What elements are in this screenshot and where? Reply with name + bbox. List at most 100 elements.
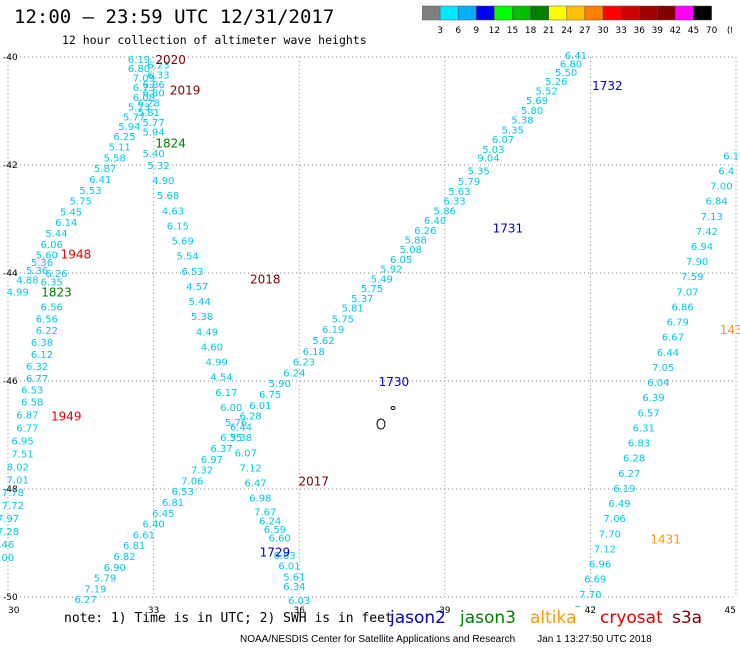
wave-height-value: 5.90	[269, 379, 291, 390]
color-scale-swatch	[439, 5, 459, 21]
wave-height-value: 6.82	[113, 552, 135, 563]
wave-height-value: 6.75	[259, 390, 281, 401]
wave-height-value: 5.60	[36, 251, 58, 262]
wave-height-value: 6.87	[16, 410, 38, 421]
wave-height-value: 6.40	[424, 216, 446, 227]
color-scale-label: 36	[633, 26, 645, 36]
wave-height-value: 6.61	[133, 530, 155, 541]
wave-height-value: 5.61	[283, 572, 305, 583]
footer: NOAA/NESDIS Center for Satellite Applica…	[240, 634, 652, 645]
wave-height-value: 5.08	[400, 245, 422, 256]
wave-height-value: 7.06	[604, 514, 626, 525]
wave-height-value: 4.54	[210, 373, 232, 384]
color-scale-swatch	[693, 5, 712, 21]
wave-height-value: 7.72	[2, 501, 24, 512]
wave-height-value: 6.22	[36, 326, 58, 337]
wave-height-value: 6.41	[565, 51, 587, 62]
wave-height-value: 6.58	[21, 398, 43, 409]
legend-cryosat: cryosat	[600, 608, 663, 628]
pass-time-label: 2019	[170, 83, 201, 97]
x-tick-label: 33	[148, 606, 159, 616]
color-scale-swatch	[476, 5, 495, 21]
wave-height-value: 6.00	[0, 553, 14, 564]
wave-height-value: 5.79	[458, 177, 480, 188]
wave-height-value: 6.53	[172, 487, 194, 498]
wave-height-value: 6.69	[584, 575, 606, 586]
wave-height-value: 6.47	[244, 479, 266, 490]
wave-height-value: 6.34	[283, 582, 305, 593]
wave-height-value: 5.69	[526, 96, 548, 107]
wave-height-value: 6.24	[283, 368, 305, 379]
x-tick-label: 42	[585, 606, 596, 616]
x-tick-label: 30	[8, 606, 20, 616]
wave-height-value: 6.84	[705, 197, 727, 208]
wave-height-value: 4.88	[16, 275, 38, 286]
wave-height-value: 7.78	[2, 488, 24, 499]
pass-time-label: 143	[720, 323, 740, 337]
wave-height-value: 6.80	[128, 64, 150, 75]
wave-height-value: 6.23	[147, 61, 169, 72]
wave-height-value: 5.49	[371, 274, 393, 285]
wave-height-value: 5.45	[60, 207, 82, 218]
pass-time-label: 1824	[155, 136, 186, 150]
wave-height-value: 5.77	[142, 118, 164, 129]
footer-timestamp: Jan 1 13:27:50 UTC 2018	[537, 634, 652, 645]
wave-height-value: 5.53	[79, 186, 101, 197]
wave-height-value: 6.04	[647, 378, 669, 389]
wave-height-value: 5.75	[332, 314, 354, 325]
wave-height-value: 6.41	[89, 175, 111, 186]
chart-subtitle: 12 hour collection of altimeter wave hei…	[62, 33, 367, 47]
wave-height-value: 6.00	[220, 403, 242, 414]
wave-height-value: 6.1	[723, 151, 739, 162]
x-tick-label: 45	[725, 606, 736, 616]
wave-height-value: 6.56	[41, 302, 63, 313]
wave-height-value: 6.45	[152, 509, 174, 520]
wave-height-value: 5.94	[118, 122, 140, 133]
wave-height-value: 6.81	[123, 541, 145, 552]
pass-time-label: 1948	[61, 248, 92, 262]
wave-height-value: 5.79	[94, 574, 116, 585]
wave-height-value: 4.57	[186, 282, 208, 293]
wave-height-value: 6.27	[75, 595, 97, 606]
wave-height-value: 5.62	[312, 336, 334, 347]
wave-height-value: 6.07	[65, 606, 87, 617]
wave-height-value: 6.32	[26, 362, 48, 373]
wave-height-value: 5.80	[521, 106, 543, 117]
wave-height-value: 6.86	[142, 80, 164, 91]
wave-height-value: 6.14	[55, 218, 77, 229]
wave-height-value: 5.40	[142, 149, 164, 160]
wave-height-value: 6.03	[288, 596, 310, 607]
wave-height-value: 7.97	[0, 514, 19, 525]
wave-height-value: 6.57	[638, 408, 660, 419]
wave-height-value: 6.26	[414, 226, 436, 237]
wave-height-value: 5.26	[545, 77, 567, 88]
wave-height-value: 5.81	[341, 304, 363, 315]
wave-height-value: 7.67	[254, 508, 276, 519]
wave-height-value: 7.46	[0, 540, 14, 551]
color-scale-swatch	[566, 5, 586, 21]
color-scale-swatch	[638, 5, 658, 21]
wave-height-value: 6.07	[235, 448, 257, 459]
color-scale-swatch	[422, 5, 441, 21]
x-tick-label: 39	[439, 606, 451, 616]
wave-height-value: 6.35	[41, 278, 63, 289]
wave-height-value: 5.76	[225, 418, 247, 429]
color-scale-label: 45	[688, 26, 699, 36]
wave-height-value: 6.64	[45, 631, 67, 642]
wave-height-value: 6.83	[628, 439, 650, 450]
wave-height-value: 4.90	[152, 176, 174, 187]
wave-height-value: 6.12	[31, 350, 53, 361]
wave-height-value: 6.39	[642, 393, 664, 404]
wave-height-value: 6.24	[259, 516, 281, 527]
wave-height-value: 6.33	[147, 70, 169, 81]
pass-time-label: 1949	[51, 410, 82, 424]
wave-height-value: 5.68	[157, 191, 179, 202]
island-icon	[376, 406, 396, 430]
wave-height-value: 6.98	[249, 494, 271, 505]
wave-height-value: 5.35	[502, 125, 524, 136]
pass-time-label: 1731	[493, 222, 524, 236]
pass-time-label: 1728	[175, 626, 206, 640]
wave-height-value: 5.81	[138, 108, 160, 119]
